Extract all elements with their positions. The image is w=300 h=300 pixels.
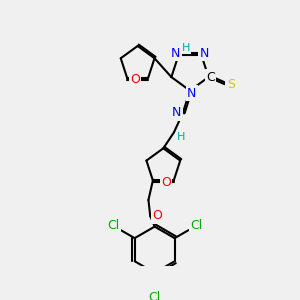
Text: H: H	[177, 132, 185, 142]
Text: N: N	[172, 106, 181, 119]
Text: N: N	[187, 87, 196, 100]
Text: O: O	[161, 176, 171, 189]
Text: N: N	[171, 47, 181, 60]
Text: O: O	[152, 209, 162, 223]
Text: S: S	[227, 78, 235, 91]
Text: Cl: Cl	[148, 291, 161, 300]
Text: O: O	[130, 74, 140, 86]
Text: Cl: Cl	[190, 219, 202, 232]
Text: C: C	[206, 70, 215, 84]
Text: N: N	[200, 47, 209, 60]
Text: H: H	[182, 43, 190, 53]
Text: Cl: Cl	[107, 219, 119, 232]
